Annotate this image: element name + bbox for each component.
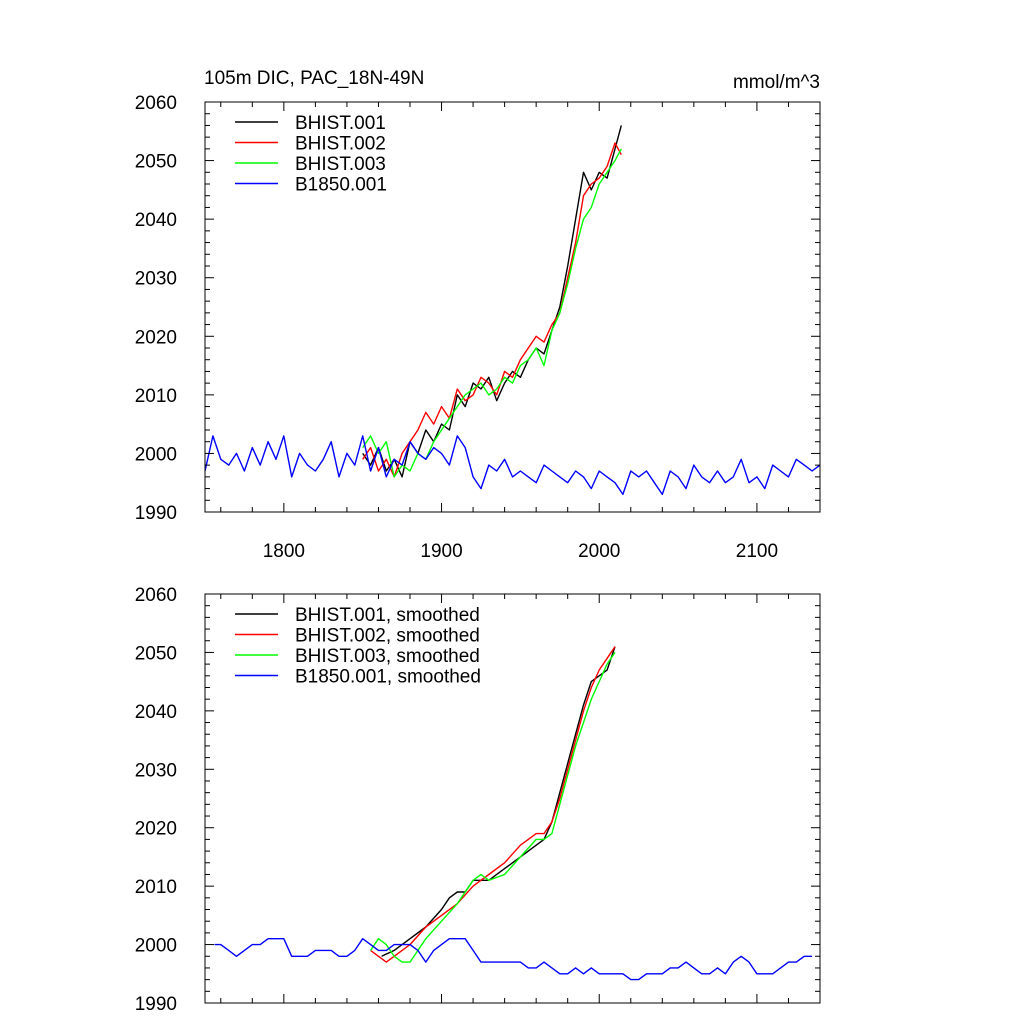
y-tick-label: 2050 [135, 152, 177, 173]
legend-label: BHIST.003 [295, 154, 386, 175]
y-tick-label: 2000 [135, 936, 177, 957]
y-tick-label: 2040 [135, 210, 177, 231]
y-tick-label: 2020 [135, 819, 177, 840]
legend-label: B1850.001 [295, 175, 387, 196]
legend-label: BHIST.002 [295, 134, 386, 155]
y-tick-label: 2030 [135, 760, 177, 781]
x-tick-label: 2000 [578, 541, 620, 562]
series-line-3 [205, 435, 820, 496]
x-tick-label: 2100 [736, 541, 778, 562]
series-line-3 [214, 938, 813, 981]
chart-title: 105m DIC, PAC_18N-49N [204, 68, 424, 89]
top-panel: 105m DIC, PAC_18N-49N mmol/m^3 1990 2000 2… [135, 68, 821, 562]
y-tick-label: 2050 [135, 643, 177, 664]
plot-frame [204, 101, 821, 513]
legend-label: BHIST.002, smoothed [295, 626, 480, 647]
series-line-2 [362, 148, 622, 478]
plot-frame [204, 593, 821, 1004]
series-line-1 [370, 646, 616, 963]
series-line-2 [370, 652, 616, 963]
legend-label: BHIST.003, smoothed [295, 646, 480, 667]
y-tick-label: 2040 [135, 702, 177, 723]
legend-label: BHIST.001, smoothed [295, 605, 480, 626]
units-label: mmol/m^3 [733, 72, 820, 93]
series-line-0 [362, 125, 622, 478]
series-line-1 [362, 142, 622, 478]
x-tick-label: 1900 [420, 541, 462, 562]
y-tick-label: 2020 [135, 327, 177, 348]
bottom-panel: 1990 2000 2010 2020 2030 2040 2050 2060 BHIST.0… [135, 585, 821, 1015]
y-tick-label: 2060 [135, 93, 177, 114]
y-tick-label: 2010 [135, 877, 177, 898]
legend-label: BHIST.001 [295, 113, 386, 134]
series-line-0 [381, 646, 616, 957]
legend-label: B1850.001, smoothed [295, 667, 481, 688]
x-tick-label: 1800 [263, 541, 305, 562]
y-tick-label: 1990 [135, 994, 177, 1015]
y-tick-label: 2000 [135, 444, 177, 465]
y-tick-label: 1990 [135, 503, 177, 524]
y-tick-label: 2060 [135, 585, 177, 606]
y-tick-label: 2030 [135, 269, 177, 290]
y-tick-label: 2010 [135, 386, 177, 407]
